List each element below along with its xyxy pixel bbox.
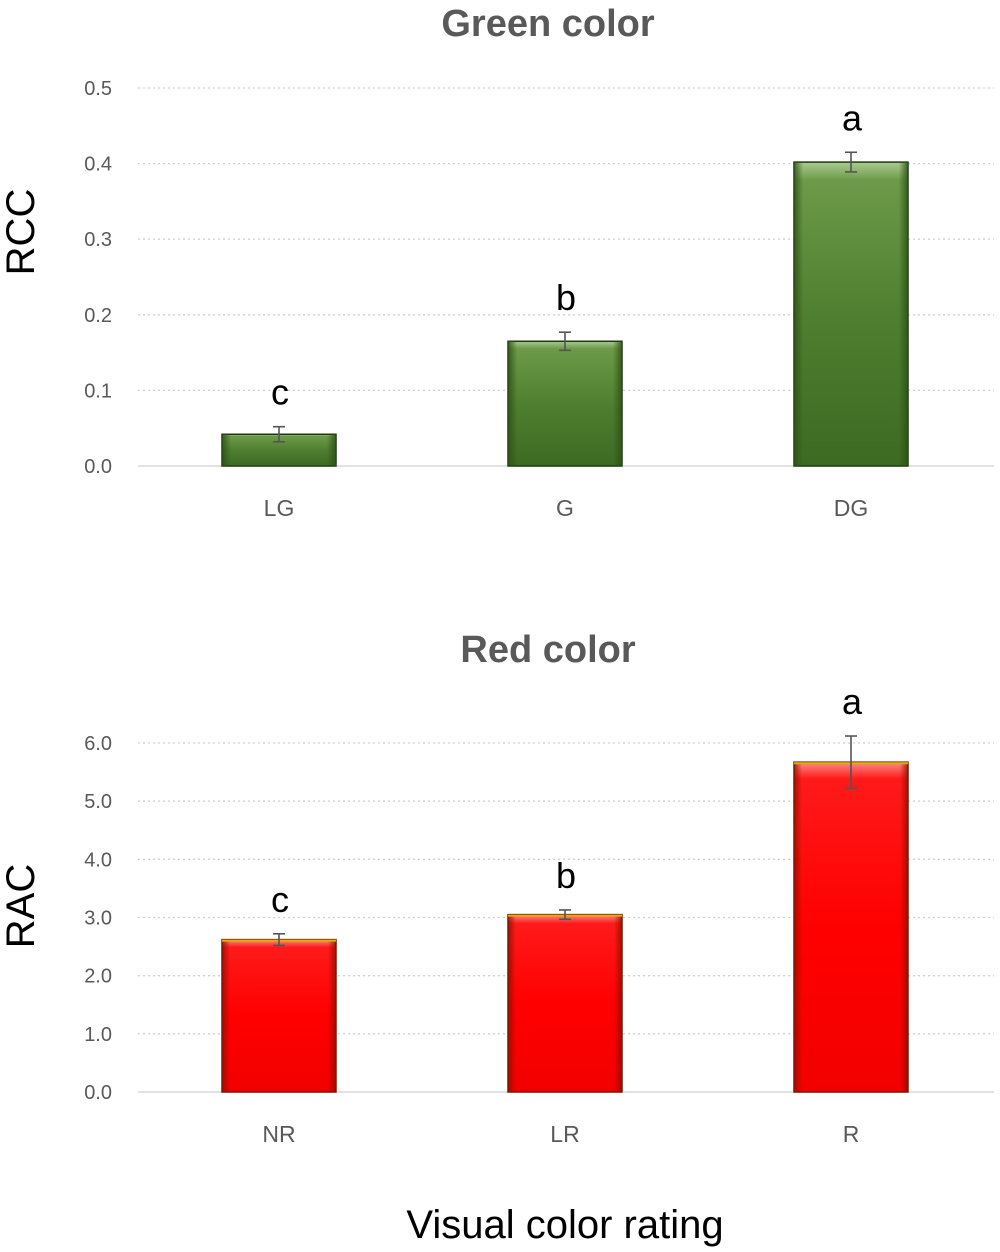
plot-area-green: 0.0 0.1 0.2 0.3 0.4 0.5 c LG b Ga DG bbox=[84, 78, 994, 521]
y-tick-label: 4.0 bbox=[84, 849, 112, 871]
x-tick-label: R bbox=[843, 1121, 860, 1147]
bar-shading bbox=[794, 762, 908, 1092]
significance-letter: b bbox=[556, 277, 576, 318]
bar-shading bbox=[508, 341, 622, 466]
plot-area-red: 0.0 1.0 2.0 3.0 4.0 5.0 6.0 c NR b LR a R bbox=[84, 681, 994, 1147]
y-tick-label: 0.4 bbox=[84, 154, 112, 176]
y-tick-label: 0.2 bbox=[84, 305, 112, 327]
y-tick-label: 0.5 bbox=[84, 78, 112, 100]
y-tick-label: 0.3 bbox=[84, 229, 112, 251]
x-axis-title: Visual color rating bbox=[406, 1203, 723, 1247]
significance-letter: c bbox=[271, 879, 289, 920]
chart-title-red: Red color bbox=[460, 629, 635, 671]
error-bar bbox=[845, 151, 857, 173]
y-tick-label: 6.0 bbox=[84, 733, 112, 755]
significance-letter: a bbox=[842, 681, 863, 722]
y-tick-label: 0.0 bbox=[84, 1082, 112, 1104]
bar-shading bbox=[222, 939, 336, 1092]
x-tick-label: LR bbox=[550, 1121, 579, 1147]
chart-title-green: Green color bbox=[441, 3, 654, 45]
bar-shading bbox=[794, 162, 908, 466]
significance-letter: b bbox=[556, 855, 576, 896]
error-bar bbox=[559, 331, 571, 352]
y-tick-label: 1.0 bbox=[84, 1024, 112, 1046]
significance-letter: c bbox=[271, 372, 289, 413]
bar-shading bbox=[508, 914, 622, 1092]
y-axis-title-rcc: RCC bbox=[0, 189, 43, 276]
significance-letter: a bbox=[842, 97, 863, 138]
y-tick-label: 2.0 bbox=[84, 966, 112, 988]
y-axis-title-rac: RAC bbox=[0, 864, 43, 948]
error-bar bbox=[273, 425, 285, 443]
x-tick-label: LG bbox=[264, 495, 295, 521]
error-bar bbox=[559, 909, 571, 921]
x-tick-label: NR bbox=[262, 1121, 295, 1147]
y-tick-label: 0.0 bbox=[84, 456, 112, 478]
y-tick-label: 3.0 bbox=[84, 908, 112, 930]
y-tick-label: 5.0 bbox=[84, 791, 112, 813]
error-bar bbox=[273, 932, 285, 947]
error-bar bbox=[845, 735, 857, 790]
x-tick-label: G bbox=[556, 495, 574, 521]
x-tick-label: DG bbox=[834, 495, 869, 521]
y-tick-label: 0.1 bbox=[84, 380, 112, 402]
